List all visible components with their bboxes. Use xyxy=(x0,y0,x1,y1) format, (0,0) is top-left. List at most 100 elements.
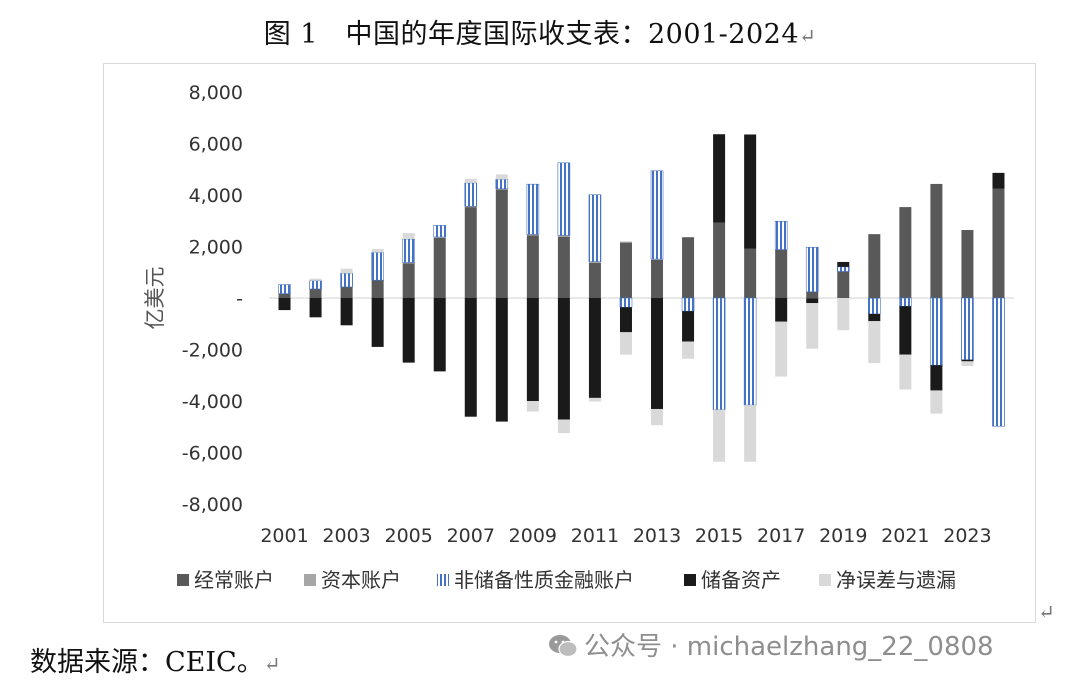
bar-2009-series-0 xyxy=(526,235,539,298)
return-mark-source: ↵ xyxy=(263,652,281,676)
bar-2013-series-2 xyxy=(650,170,664,260)
bar-2012-series-0 xyxy=(619,242,632,298)
bar-2011-series-2 xyxy=(588,194,602,262)
bar-2009-series-3 xyxy=(526,298,539,401)
bar-2009-series-4 xyxy=(526,401,539,412)
chart-title: 图 1 中国的年度国际收支表：2001-2024↵ xyxy=(263,19,817,50)
bar-2005-series-2 xyxy=(402,238,415,263)
bar-2016-series-0 xyxy=(744,248,757,298)
legend-label: 储备资产 xyxy=(701,568,781,592)
x-tick-label: 2005 xyxy=(385,525,433,547)
y-tick-label: 2,000 xyxy=(189,237,243,259)
bar-2006-series-3 xyxy=(433,298,446,372)
bar-2001-series-0 xyxy=(278,293,291,298)
bar-2024-series-2 xyxy=(992,297,1005,427)
bar-2004-series-2 xyxy=(371,252,384,281)
bar-2015-series-2 xyxy=(712,297,726,411)
watermark-text: 公众号 · michaelzhang_22_0808 xyxy=(584,632,994,662)
bar-2010-series-1 xyxy=(557,235,570,237)
bar-2019-series-0 xyxy=(837,271,850,298)
bar-2006-series-1 xyxy=(433,236,446,239)
bar-2024-series-0 xyxy=(992,188,1005,298)
y-tick-label: -8,000 xyxy=(182,494,243,516)
bar-2017-series-0 xyxy=(775,249,788,298)
x-tick-label: 2003 xyxy=(322,525,370,547)
bar-2022-series-0 xyxy=(930,183,943,298)
bar-2002-series-0 xyxy=(309,288,322,298)
bar-2009-series-1 xyxy=(526,234,539,236)
bar-2007-series-2 xyxy=(464,182,478,207)
bar-2018-series-3 xyxy=(806,298,819,304)
bar-2020-series-4 xyxy=(868,321,881,364)
y-tick-label: 6,000 xyxy=(189,134,243,156)
bar-2011-series-4 xyxy=(588,397,601,402)
bar-2008-series-0 xyxy=(495,189,508,298)
bar-2016-series-2 xyxy=(743,297,757,406)
bar-2006-series-0 xyxy=(433,238,446,298)
bar-2014-series-2 xyxy=(681,297,695,312)
bar-2006-series-2 xyxy=(433,225,447,238)
bar-2017-series-4 xyxy=(775,321,788,377)
bar-2023-series-0 xyxy=(961,230,974,298)
bar-2021-series-2 xyxy=(899,297,912,307)
bar-2018-series-0 xyxy=(806,291,819,298)
bar-2021-series-0 xyxy=(899,207,912,298)
bar-2019-series-4 xyxy=(837,298,850,331)
bar-2010-series-0 xyxy=(557,236,570,298)
bar-2005-series-3 xyxy=(402,298,415,363)
bar-2020-series-0 xyxy=(868,234,881,298)
bar-2013-series-4 xyxy=(651,408,664,426)
bar-2010-series-2 xyxy=(557,162,571,236)
bar-2002-series-4 xyxy=(309,278,322,281)
legend-label: 经常账户 xyxy=(194,568,274,592)
bar-2021-series-4 xyxy=(899,354,912,390)
bar-2018-series-1 xyxy=(806,298,819,299)
x-tick-label: 2015 xyxy=(695,525,743,547)
bar-2012-series-4 xyxy=(619,332,632,355)
stacked-bar-chart: 8,000 6,000 4,000 2,000 - -2,000 -4,000 -6,000 -… xyxy=(143,82,1014,592)
bar-2008-series-2 xyxy=(495,178,509,190)
legend-label: 非储备性质金融账户 xyxy=(454,568,634,592)
bar-2023-series-4 xyxy=(961,361,974,366)
bar-2012-series-2 xyxy=(619,297,633,308)
x-tick-label: 2023 xyxy=(943,525,991,547)
bar-2015-series-4 xyxy=(713,409,726,462)
bar-2013-series-3 xyxy=(651,298,664,409)
x-tick-label: 2011 xyxy=(571,525,619,547)
bar-2010-series-4 xyxy=(557,419,570,434)
bar-2002-series-2 xyxy=(309,280,322,290)
bar-2017-series-3 xyxy=(775,298,788,322)
bar-2011-series-3 xyxy=(588,298,601,398)
bar-2023-series-3 xyxy=(961,359,974,362)
bar-2013-series-1 xyxy=(651,259,664,260)
bar-2012-series-1 xyxy=(619,241,632,243)
bar-2022-series-4 xyxy=(930,390,943,414)
legend-swatch xyxy=(304,574,316,586)
bar-2014-series-0 xyxy=(682,237,695,298)
legend-label: 资本账户 xyxy=(321,568,401,592)
bar-2020-series-3 xyxy=(868,313,881,322)
bar-2012-series-3 xyxy=(619,307,632,333)
y-tick-label: -6,000 xyxy=(182,443,243,465)
bar-2008-series-1 xyxy=(495,188,508,190)
bar-2011-series-0 xyxy=(588,262,601,298)
y-tick-label: -4,000 xyxy=(182,391,243,413)
bar-2007-series-4 xyxy=(464,178,477,183)
x-tick-label: 2021 xyxy=(881,525,929,547)
bar-2014-series-4 xyxy=(682,341,695,359)
bar-2004-series-4 xyxy=(371,249,384,253)
bar-2015-series-0 xyxy=(713,222,726,298)
bar-2005-series-4 xyxy=(402,233,415,240)
watermark: 公众号 · michaelzhang_22_0808 xyxy=(548,626,994,663)
bar-2018-series-2 xyxy=(805,246,819,293)
bar-2003-series-0 xyxy=(340,286,353,298)
bar-2008-series-4 xyxy=(495,174,508,180)
legend-swatch xyxy=(437,574,449,586)
return-mark-chart: ↵ xyxy=(1038,600,1055,624)
bar-2020-series-2 xyxy=(868,297,881,315)
bar-2011-series-1 xyxy=(588,261,601,263)
x-tick-label: 2013 xyxy=(633,525,681,547)
bar-2007-series-0 xyxy=(464,207,477,298)
bar-2009-series-2 xyxy=(526,183,540,235)
bar-2004-series-0 xyxy=(371,280,384,298)
